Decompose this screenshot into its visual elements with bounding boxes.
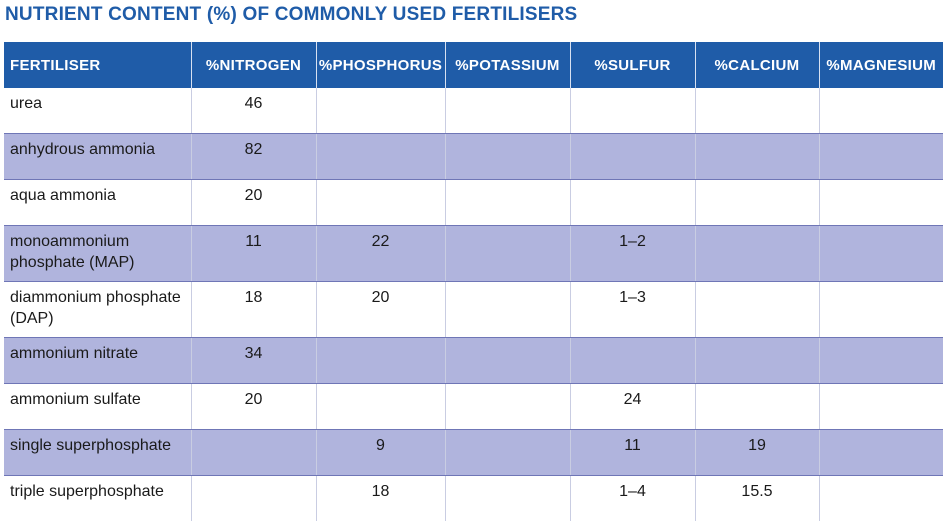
- potassium-cell: [445, 88, 570, 134]
- potassium-cell: [445, 180, 570, 226]
- potassium-cell: [445, 430, 570, 476]
- column-header-potassium: %POTASSIUM: [445, 42, 570, 88]
- table-row: anhydrous ammonia 82: [4, 134, 943, 180]
- column-header-nitrogen: %NITROGEN: [191, 42, 316, 88]
- nitrogen-cell: [191, 430, 316, 476]
- nitrogen-cell: 20: [191, 384, 316, 430]
- table-row: ammonium nitrate 34: [4, 338, 943, 384]
- calcium-cell: [695, 134, 819, 180]
- phosphorus-cell: [316, 338, 445, 384]
- sulfur-cell: [570, 180, 695, 226]
- nitrogen-cell: 20: [191, 180, 316, 226]
- fertiliser-name-cell: urea: [4, 88, 191, 134]
- potassium-cell: [445, 226, 570, 282]
- magnesium-cell: [819, 134, 943, 180]
- magnesium-cell: [819, 180, 943, 226]
- phosphorus-cell: 9: [316, 430, 445, 476]
- phosphorus-cell: 18: [316, 476, 445, 521]
- magnesium-cell: [819, 226, 943, 282]
- calcium-cell: [695, 180, 819, 226]
- phosphorus-cell: [316, 384, 445, 430]
- fertiliser-name-cell: ammonium nitrate: [4, 338, 191, 384]
- column-header-phosphorus: %PHOSPHORUS: [316, 42, 445, 88]
- nitrogen-cell: 46: [191, 88, 316, 134]
- nitrogen-cell: 11: [191, 226, 316, 282]
- magnesium-cell: [819, 282, 943, 338]
- column-header-sulfur: %SULFUR: [570, 42, 695, 88]
- fertiliser-name-cell: diammonium phosphate (DAP): [4, 282, 191, 338]
- sulfur-cell: [570, 134, 695, 180]
- potassium-cell: [445, 384, 570, 430]
- table-row: urea 46: [4, 88, 943, 134]
- calcium-cell: [695, 338, 819, 384]
- fertiliser-name-cell: triple superphosphate: [4, 476, 191, 521]
- phosphorus-cell: 22: [316, 226, 445, 282]
- potassium-cell: [445, 134, 570, 180]
- table-row: triple superphosphate 18 1–4 15.5: [4, 476, 943, 521]
- sulfur-cell: 11: [570, 430, 695, 476]
- table-row: monoammonium phosphate (MAP) 11 22 1–2: [4, 226, 943, 282]
- column-header-magnesium: %MAGNESIUM: [819, 42, 943, 88]
- nitrogen-cell: [191, 476, 316, 521]
- nitrogen-cell: 82: [191, 134, 316, 180]
- potassium-cell: [445, 282, 570, 338]
- calcium-cell: 15.5: [695, 476, 819, 521]
- sulfur-cell: 1–4: [570, 476, 695, 521]
- phosphorus-cell: 20: [316, 282, 445, 338]
- fertiliser-nutrient-table: FERTILISER %NITROGEN %PHOSPHORUS %POTASS…: [4, 42, 943, 521]
- magnesium-cell: [819, 88, 943, 134]
- calcium-cell: [695, 88, 819, 134]
- potassium-cell: [445, 338, 570, 384]
- magnesium-cell: [819, 338, 943, 384]
- column-header-calcium: %CALCIUM: [695, 42, 819, 88]
- magnesium-cell: [819, 384, 943, 430]
- calcium-cell: [695, 226, 819, 282]
- magnesium-cell: [819, 430, 943, 476]
- table-row: ammonium sulfate 20 24: [4, 384, 943, 430]
- phosphorus-cell: [316, 88, 445, 134]
- phosphorus-cell: [316, 134, 445, 180]
- magnesium-cell: [819, 476, 943, 521]
- page-title: NUTRIENT CONTENT (%) OF COMMONLY USED FE…: [5, 4, 577, 26]
- table-header-row: FERTILISER %NITROGEN %PHOSPHORUS %POTASS…: [4, 42, 943, 88]
- sulfur-cell: 1–2: [570, 226, 695, 282]
- sulfur-cell: [570, 338, 695, 384]
- nitrogen-cell: 34: [191, 338, 316, 384]
- phosphorus-cell: [316, 180, 445, 226]
- table-row: aqua ammonia 20: [4, 180, 943, 226]
- table-row: single superphosphate 9 11 19: [4, 430, 943, 476]
- calcium-cell: [695, 282, 819, 338]
- fertiliser-name-cell: monoammonium phosphate (MAP): [4, 226, 191, 282]
- sulfur-cell: 24: [570, 384, 695, 430]
- table-row: diammonium phosphate (DAP) 18 20 1–3: [4, 282, 943, 338]
- fertiliser-name-cell: anhydrous ammonia: [4, 134, 191, 180]
- calcium-cell: [695, 384, 819, 430]
- fertiliser-name-cell: single superphosphate: [4, 430, 191, 476]
- calcium-cell: 19: [695, 430, 819, 476]
- potassium-cell: [445, 476, 570, 521]
- sulfur-cell: [570, 88, 695, 134]
- nitrogen-cell: 18: [191, 282, 316, 338]
- fertiliser-name-cell: ammonium sulfate: [4, 384, 191, 430]
- column-header-fertiliser: FERTILISER: [4, 42, 191, 88]
- fertiliser-name-cell: aqua ammonia: [4, 180, 191, 226]
- sulfur-cell: 1–3: [570, 282, 695, 338]
